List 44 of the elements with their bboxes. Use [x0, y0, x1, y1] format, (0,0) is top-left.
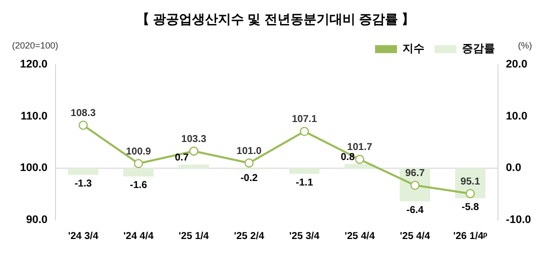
- data-label: -1.3: [74, 178, 92, 190]
- x-tick-label: '25 4/4: [344, 230, 376, 242]
- data-label: 95.1: [460, 176, 480, 188]
- x-tick-label: '24 3/4: [68, 230, 99, 242]
- data-label: 108.3: [70, 108, 96, 119]
- point: [134, 158, 144, 168]
- point: [466, 188, 475, 198]
- data-label: 100.9: [126, 146, 152, 158]
- legend-label: 지수: [402, 43, 424, 56]
- y-tick-label: 90.0: [26, 214, 48, 226]
- point: [189, 146, 198, 156]
- point: [300, 126, 309, 136]
- legend-label: 증감률: [462, 43, 495, 56]
- data-label: -0.2: [240, 172, 258, 184]
- data-label: 0.8: [340, 152, 356, 163]
- y-tick-label: 120.0: [20, 58, 48, 71]
- x-tick-label: '26 1/4ᵖ: [453, 230, 488, 242]
- x-tick-label: '25 4/4: [400, 230, 431, 242]
- y2-tick-label: 10.0: [506, 110, 528, 122]
- y2-tick-label: -10.0: [506, 214, 532, 226]
- y2-tick-label: 0.0: [506, 162, 522, 174]
- data-label: 0.7: [174, 152, 190, 164]
- data-label: 103.3: [181, 134, 207, 145]
- data-label: 101.0: [236, 146, 262, 157]
- data-label: -5.8: [462, 202, 480, 213]
- y2-tick-label: 20.0: [506, 58, 528, 71]
- y-axis-title: (2020=100): [12, 40, 58, 51]
- data-label: -1.6: [130, 180, 148, 192]
- point: [244, 158, 254, 168]
- y-tick-label: 110.0: [20, 110, 48, 122]
- x-tick-label: '24 4/4: [123, 230, 154, 242]
- data-label: 96.7: [405, 168, 426, 180]
- data-label: -1.1: [296, 178, 314, 189]
- chart-title: 【 광공업생산지수 및 전년동분기대비 증감률 】: [136, 11, 415, 26]
- y2-axis-title: (%): [518, 40, 532, 51]
- data-label: 107.1: [292, 114, 318, 126]
- data-label: 101.7: [347, 142, 373, 154]
- x-tick-label: '25 3/4: [289, 230, 320, 242]
- y-tick-label: 100.0: [20, 162, 48, 174]
- point: [355, 154, 364, 164]
- x-tick-label: '25 1/4: [178, 230, 210, 242]
- point: [78, 120, 88, 130]
- x-tick-label: '25 2/4: [234, 230, 265, 242]
- data-label: -6.4: [406, 205, 424, 216]
